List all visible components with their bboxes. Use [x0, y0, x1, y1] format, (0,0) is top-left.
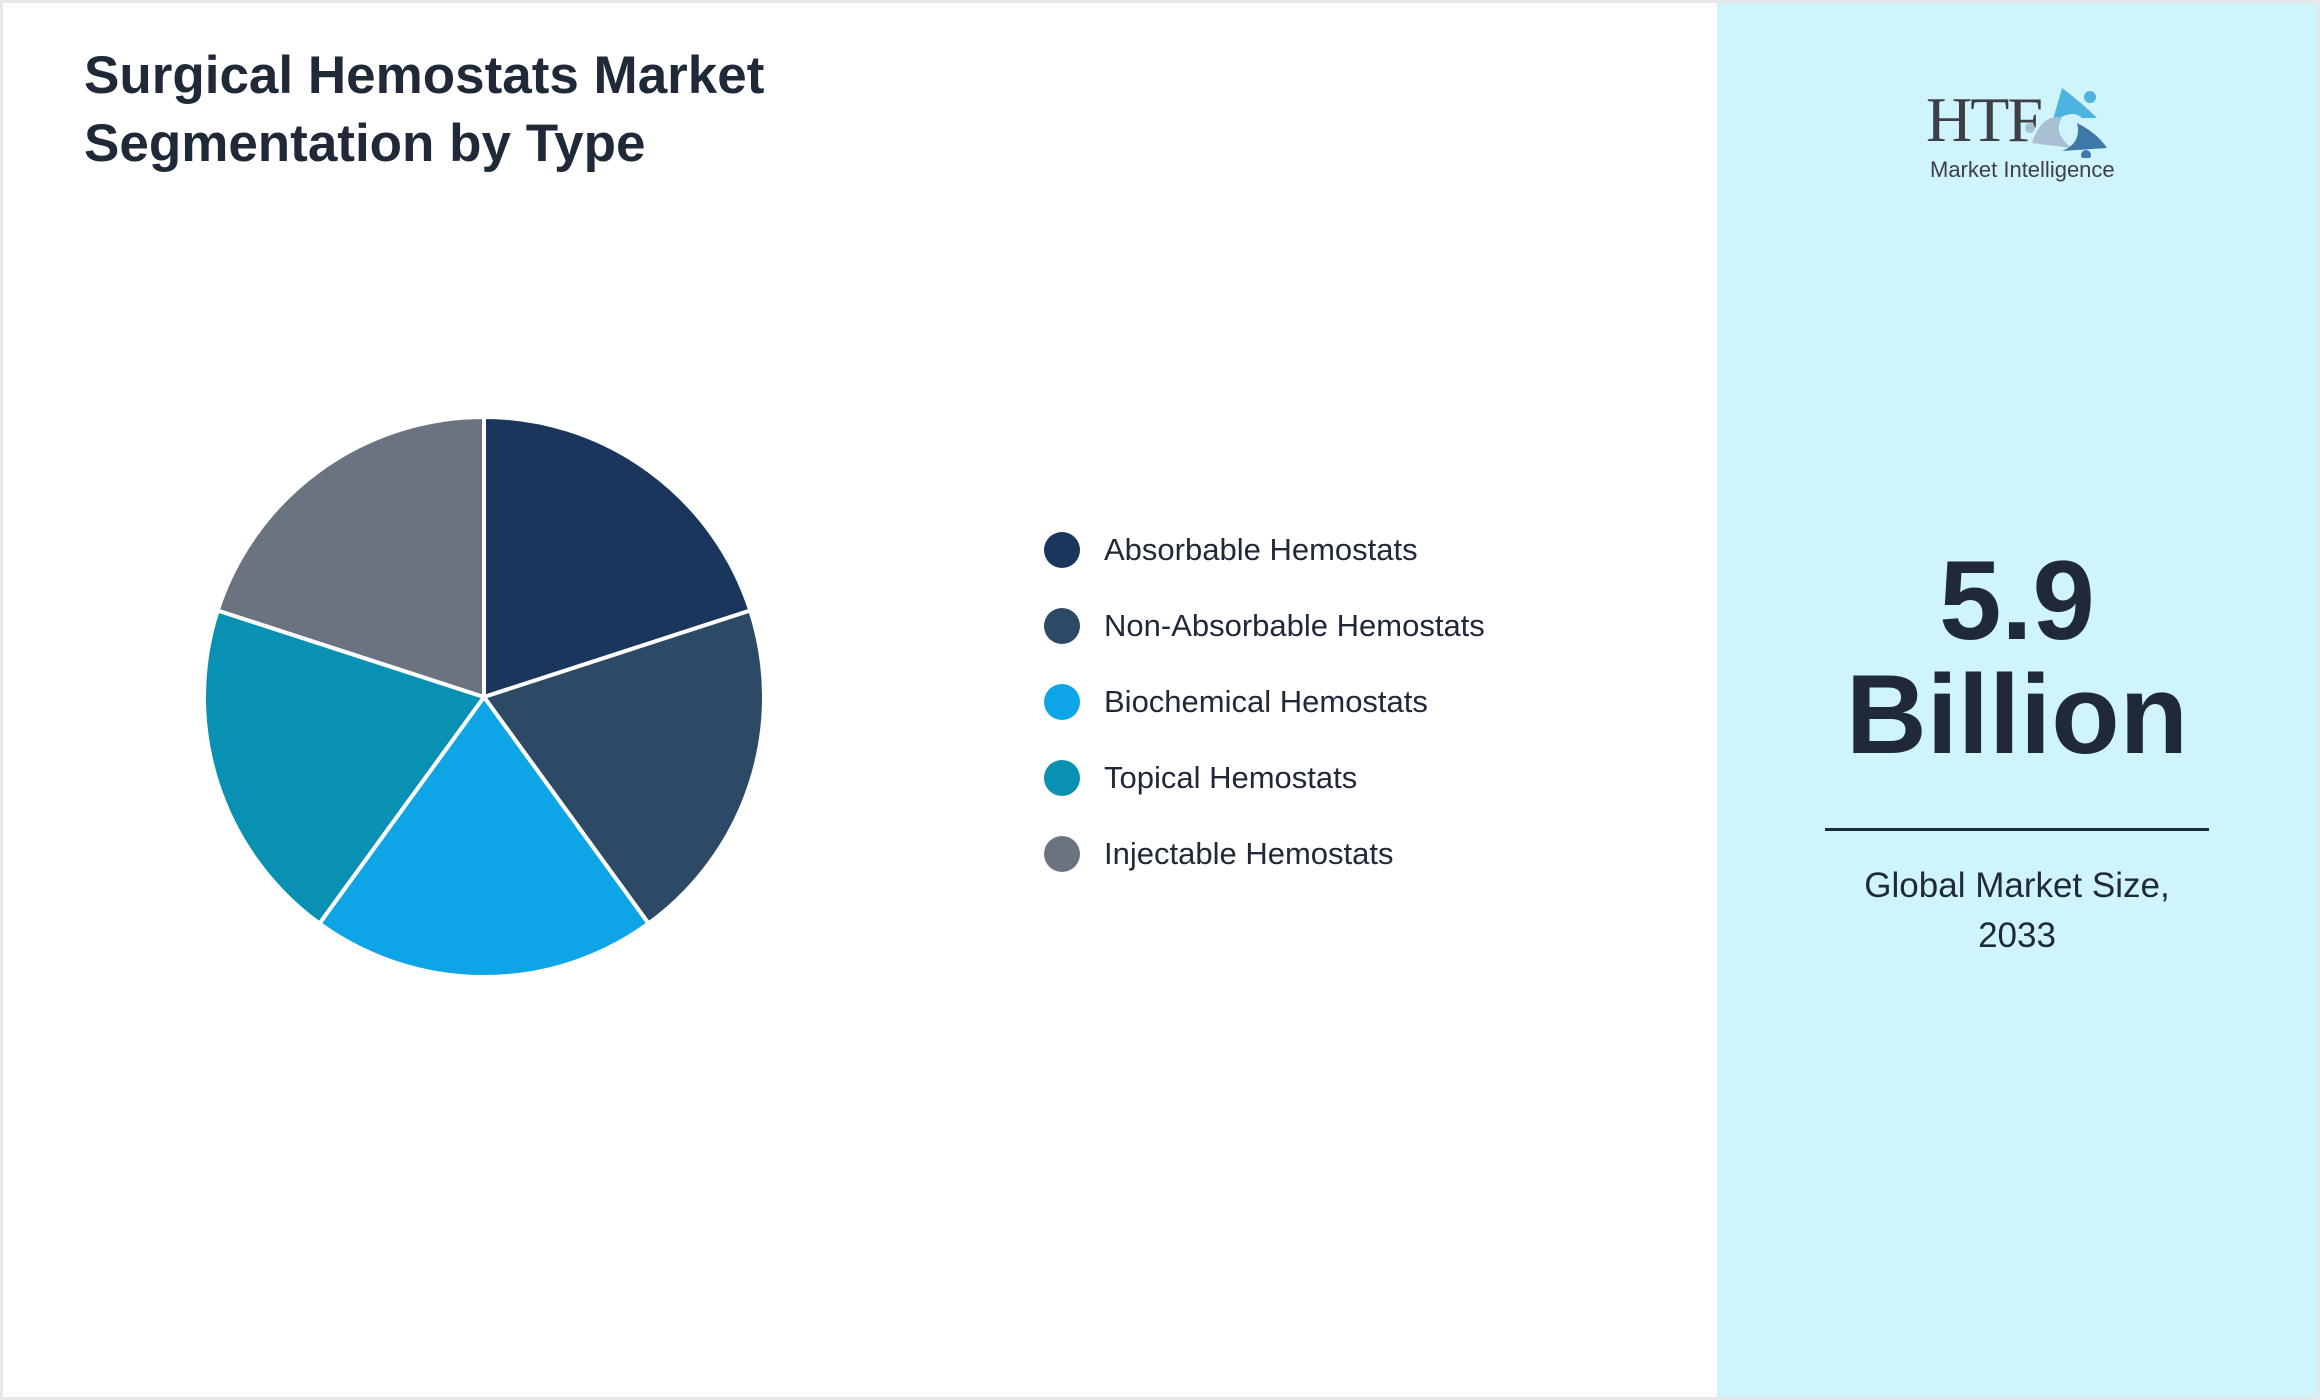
legend-swatch	[1044, 608, 1080, 644]
divider	[1825, 828, 2209, 831]
caption-line-2: 2033	[1978, 916, 2056, 955]
legend-item: Non-Absorbable Hemostats	[1044, 606, 1485, 646]
legend-item: Injectable Hemostats	[1044, 834, 1393, 874]
pie-slice-absorbable-hemostats	[482, 414, 753, 700]
pie-slice-topical-hemostats	[202, 607, 488, 927]
pie-chart	[202, 414, 766, 979]
legend-label: Injectable Hemostats	[1104, 836, 1394, 871]
pie-slice-non-absorbable-hemostats	[480, 607, 766, 927]
legend-swatch	[1044, 532, 1080, 568]
caption-line-1: Global Market Size,	[1864, 866, 2170, 905]
logo-subtext: Market Intelligence	[1930, 157, 2115, 182]
legend-swatch	[1044, 760, 1080, 796]
htf-logo: HTF Market Intelligence	[1922, 83, 2115, 188]
market-size-caption: Global Market Size, 2033	[1717, 861, 2317, 961]
pie-slice-injectable-hemostats	[215, 414, 486, 700]
legend-item: Biochemical Hemostats	[1044, 682, 1428, 722]
legend-item: Absorbable Hemostats	[1044, 530, 1418, 570]
legend-label: Non-Absorbable Hemostats	[1104, 608, 1485, 643]
legend-label: Absorbable Hemostats	[1104, 532, 1418, 567]
legend-item: Topical Hemostats	[1044, 758, 1357, 798]
pie-slice-biochemical-hemostats	[316, 693, 652, 979]
logo-text: HTF	[1926, 84, 2043, 155]
logo-figures-icon	[2025, 88, 2107, 158]
side-panel: HTF Market Intelligence 5.9 Billion Glob…	[1717, 3, 2317, 1397]
legend-label: Biochemical Hemostats	[1104, 684, 1428, 719]
legend-label: Topical Hemostats	[1104, 760, 1358, 795]
legend-swatch	[1044, 684, 1080, 720]
market-size-unit: Billion	[1845, 652, 2189, 777]
legend-swatch	[1044, 836, 1080, 872]
market-size-value: 5.9	[1939, 538, 2095, 663]
chart-title: Surgical Hemostats Market Segmentation b…	[84, 46, 765, 173]
